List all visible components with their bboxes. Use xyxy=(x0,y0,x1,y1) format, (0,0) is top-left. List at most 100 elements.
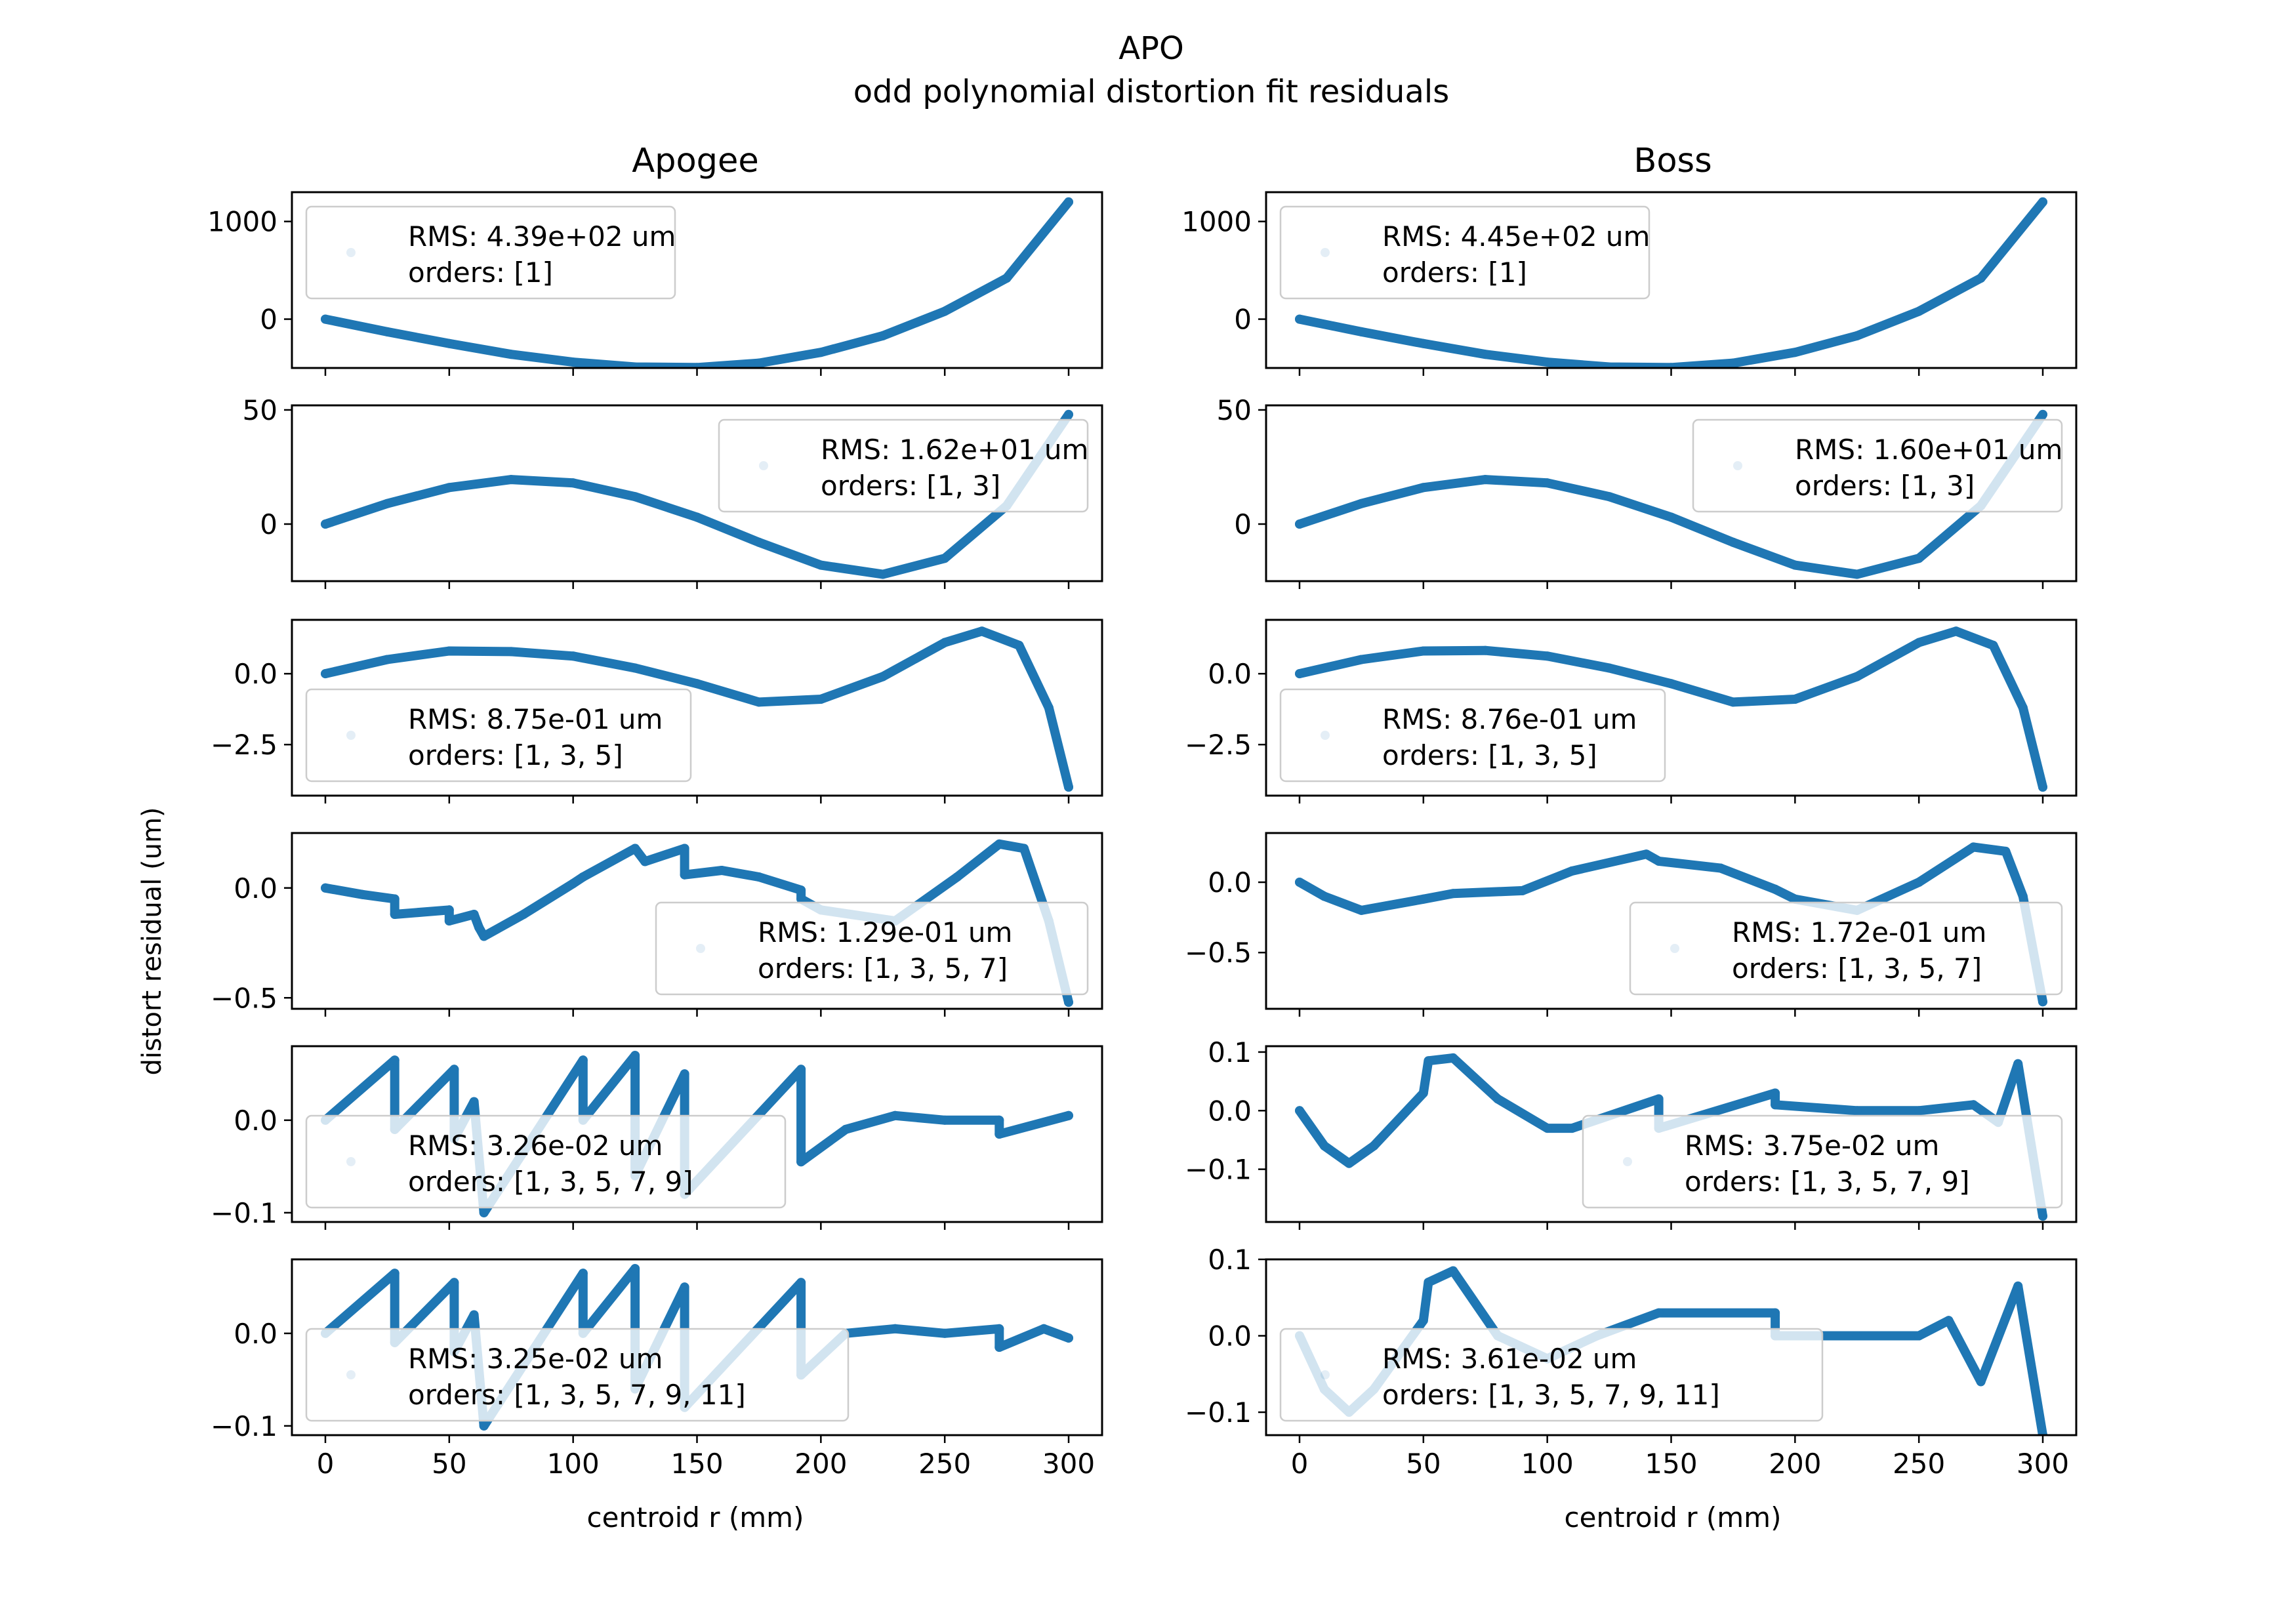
legend-boss-6: RMS: 3.61e-02 um orders: [1, 3, 5, 7, 9, … xyxy=(1279,1328,1824,1422)
data-point-boss-2-5 xyxy=(1605,492,1614,502)
data-point-apogee-4-14 xyxy=(680,844,689,853)
data-point-boss-6-6 xyxy=(1448,1266,1458,1276)
data-point-boss-1-1 xyxy=(1357,327,1366,336)
x-axis-label-boss: centroid r (mm) xyxy=(1565,1501,1782,1534)
legend-marker-boss-6 xyxy=(1321,1370,1330,1379)
x-tick-label-apogee-6-50: 50 xyxy=(432,1448,466,1480)
x-tick-label-apogee-6-250: 250 xyxy=(918,1448,971,1480)
data-point-apogee-6-19 xyxy=(994,1343,1004,1352)
legend-marker-boss-2 xyxy=(1733,461,1742,470)
x-tick-label-boss-6-100: 100 xyxy=(1521,1448,1574,1480)
legend-rms-apogee-6: RMS: 3.25e-02 um xyxy=(408,1343,663,1375)
data-point-apogee-4-23 xyxy=(994,839,1004,849)
subplot-apogee-6: 0 50 100 150 200 250 300 0.0 −0.1 RMS: 3.25e-02 u… xyxy=(211,1258,1103,1480)
subplot-boss-6: 0 50 100 150 200 250 300 0.1 0.0 −0.1 RMS: 3.61e-0… xyxy=(1185,1244,2078,1480)
data-point-boss-6-13 xyxy=(1852,1331,1862,1341)
data-point-boss-6-11 xyxy=(1771,1308,1780,1318)
data-point-apogee-3-10 xyxy=(940,638,950,647)
data-point-apogee-3-14 xyxy=(1064,783,1073,792)
data-point-boss-3-9 xyxy=(1852,672,1862,681)
data-point-apogee-4-5 xyxy=(444,916,454,926)
data-point-boss-3-2 xyxy=(1418,646,1428,656)
data-point-boss-1-9 xyxy=(1852,331,1862,340)
y-tick-label-boss-4-1: −0.5 xyxy=(1185,937,1252,969)
legend-box-apogee-6 xyxy=(305,1328,850,1422)
data-point-boss-3-10 xyxy=(1914,638,1924,647)
data-point-apogee-5-9 xyxy=(630,1051,640,1061)
series-line-boss-5 xyxy=(1295,1053,2047,1221)
legend-box-boss-2 xyxy=(1692,418,2063,513)
data-point-boss-4-13 xyxy=(1914,878,1924,887)
legend-boss-5: RMS: 3.75e-02 um orders: [1, 3, 5, 7, 9] xyxy=(1582,1114,2063,1209)
data-point-boss-1-12 xyxy=(2038,197,2047,207)
data-point-apogee-4-22 xyxy=(953,872,962,882)
data-point-boss-3-14 xyxy=(2038,783,2047,792)
subplot-boss-4: 0.0 −0.5 RMS: 1.72e-01 um orders: [1, 3, 5,… xyxy=(1185,832,2078,1017)
data-point-apogee-4-18 xyxy=(796,885,806,895)
legend-marker-apogee-1 xyxy=(346,248,356,257)
data-point-apogee-6-6 xyxy=(479,1421,489,1431)
legend-orders-boss-2: orders: [1, 3] xyxy=(1795,470,1975,502)
legend-orders-boss-3: orders: [1, 3, 5] xyxy=(1382,739,1597,771)
data-point-boss-3-5 xyxy=(1605,663,1614,673)
subplot-boss-3: 0.0 −2.5 RMS: 8.76e-01 um orders: [1, 3, 5] xyxy=(1185,619,2078,804)
data-point-apogee-5-5 xyxy=(469,1097,479,1107)
x-axis-label-apogee: centroid r (mm) xyxy=(587,1501,804,1534)
data-point-boss-3-0 xyxy=(1295,669,1304,679)
legend-orders-apogee-6: orders: [1, 3, 5, 7, 9, 11] xyxy=(408,1379,746,1411)
y-tick-label-apogee-3-0: 0.0 xyxy=(234,658,277,690)
legend-orders-boss-5: orders: [1, 3, 5, 7, 9] xyxy=(1685,1166,1970,1198)
y-tick-label-boss-1-0: 1000 xyxy=(1181,206,1252,238)
x-tick-label-apogee-6-300: 300 xyxy=(1042,1448,1095,1480)
legend-rms-apogee-2: RMS: 1.62e+01 um xyxy=(821,434,1088,466)
data-point-boss-6-18 xyxy=(2038,1431,2047,1435)
legend-orders-apogee-3: orders: [1, 3, 5] xyxy=(408,739,623,771)
legend-box-apogee-1 xyxy=(305,205,676,300)
data-point-apogee-1-5 xyxy=(630,362,640,368)
data-point-boss-1-6 xyxy=(1666,363,1676,368)
data-point-boss-2-12 xyxy=(2038,409,2047,419)
legend-rms-boss-4: RMS: 1.72e-01 um xyxy=(1732,916,1986,948)
series-line-boss-4 xyxy=(1295,842,2047,1007)
x-tick-label-boss-6-200: 200 xyxy=(1769,1448,1821,1480)
subplot-apogee-5: 0.0 −0.1 RMS: 3.26e-02 um orders: [1, 3, 5,… xyxy=(211,1045,1103,1230)
data-point-apogee-4-1 xyxy=(358,889,367,899)
data-point-boss-5-10 xyxy=(1654,1094,1664,1104)
data-point-apogee-5-18 xyxy=(994,1115,1004,1125)
subplot-boss-2: 50 0 RMS: 1.60e+01 um orders: [1, 3] xyxy=(1217,394,2078,589)
legend-marker-boss-3 xyxy=(1321,731,1330,740)
y-tick-label-boss-3-1: −2.5 xyxy=(1185,729,1252,761)
legend-apogee-2: RMS: 1.62e+01 um orders: [1, 3] xyxy=(718,418,1088,513)
data-point-apogee-6-17 xyxy=(940,1328,950,1338)
data-point-apogee-5-15 xyxy=(841,1124,851,1134)
data-point-apogee-3-3 xyxy=(506,647,516,657)
y-tick-label-apogee-1-0: 1000 xyxy=(207,206,277,238)
data-point-apogee-5-6 xyxy=(479,1208,489,1217)
data-point-boss-4-7 xyxy=(1641,849,1651,859)
data-point-apogee-4-10 xyxy=(568,879,578,888)
data-point-boss-3-12 xyxy=(1988,640,1998,650)
data-point-boss-5-18 xyxy=(2013,1059,2023,1068)
legend-marker-apogee-6 xyxy=(346,1370,356,1379)
data-point-boss-4-11 xyxy=(1790,894,1800,904)
data-point-apogee-2-7 xyxy=(754,537,764,547)
data-point-apogee-4-19 xyxy=(796,894,806,904)
data-point-apogee-4-0 xyxy=(321,883,330,893)
subplot-apogee-4: 0.0 −0.5 RMS: 1.29e-01 um orders: [1, 3, 5,… xyxy=(211,832,1103,1017)
data-point-apogee-6-20 xyxy=(1039,1324,1049,1333)
data-point-apogee-4-8 xyxy=(479,931,489,941)
data-point-apogee-1-11 xyxy=(1002,274,1012,283)
data-point-boss-6-14 xyxy=(1914,1331,1924,1341)
data-point-boss-3-7 xyxy=(1728,697,1738,707)
legend-orders-boss-4: orders: [1, 3, 5, 7] xyxy=(1732,952,1982,985)
data-point-boss-6-5 xyxy=(1424,1278,1433,1287)
data-point-boss-2-1 xyxy=(1357,498,1366,508)
data-point-boss-5-8 xyxy=(1542,1124,1552,1133)
data-point-apogee-2-4 xyxy=(568,478,578,488)
legend-marker-apogee-3 xyxy=(346,731,356,740)
legend-marker-boss-1 xyxy=(1321,248,1330,257)
data-point-boss-5-6 xyxy=(1448,1053,1458,1063)
